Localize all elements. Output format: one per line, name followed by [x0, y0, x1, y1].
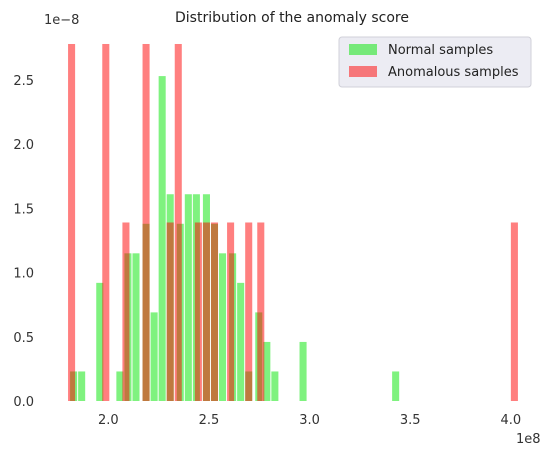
bar-anomalous-12	[511, 222, 518, 401]
y-tick-label: 0.5	[13, 331, 34, 346]
x-tick-label: 2.5	[199, 413, 220, 428]
legend: Normal samples Anomalous samples	[339, 37, 531, 87]
bar-anomalous-9	[227, 222, 234, 401]
bar-normal-1	[78, 371, 85, 401]
bar-normal-22	[300, 342, 307, 401]
bar-anomalous-8	[211, 222, 218, 401]
legend-label-anomalous: Anomalous samples	[388, 65, 519, 80]
bar-normal-15	[219, 253, 226, 401]
bar-normal-8	[159, 76, 166, 401]
x-tick-labels: 2.0 2.5 3.0 3.5 4.0	[98, 413, 521, 428]
bar-anomalous-1	[102, 44, 109, 401]
legend-label-normal: Normal samples	[388, 43, 493, 58]
bar-anomalous-3	[143, 44, 150, 401]
bar-normal-23	[392, 371, 399, 401]
bar-normal-7	[151, 312, 158, 401]
bars-layer	[68, 44, 518, 401]
bar-normal-20	[263, 342, 270, 401]
bar-normal-2	[96, 283, 103, 401]
bar-anomalous-2	[122, 222, 129, 401]
y-tick-labels: 0.0 0.5 1.0 1.5 2.0 2.5	[13, 74, 34, 410]
bar-normal-21	[271, 371, 278, 401]
y-exponent-label: 1e−8	[44, 13, 79, 28]
x-tick-label: 3.5	[400, 413, 421, 428]
chart-title: Distribution of the anomaly score	[175, 10, 409, 26]
bar-anomalous-4	[167, 222, 174, 401]
y-tick-label: 1.5	[13, 202, 34, 217]
bar-normal-3	[116, 371, 123, 401]
bar-normal-17	[237, 283, 244, 401]
y-tick-label: 2.0	[13, 138, 34, 153]
y-tick-label: 1.0	[13, 267, 34, 282]
bar-anomalous-10	[245, 222, 252, 401]
legend-swatch-anomalous	[349, 66, 377, 77]
bar-anomalous-7	[203, 222, 210, 401]
bar-normal-11	[185, 194, 192, 401]
x-tick-label: 3.0	[299, 413, 320, 428]
bar-anomalous-0	[68, 44, 75, 401]
bar-anomalous-5	[175, 44, 182, 401]
x-exponent-label: 1e8	[516, 432, 541, 447]
y-tick-label: 0.0	[13, 395, 34, 410]
bar-anomalous-11	[257, 222, 264, 401]
bar-anomalous-6	[195, 222, 202, 401]
legend-swatch-normal	[349, 44, 377, 55]
y-tick-label: 2.5	[13, 74, 34, 89]
x-tick-label: 2.0	[98, 413, 119, 428]
bar-normal-5	[132, 253, 139, 401]
x-tick-label: 4.0	[501, 413, 522, 428]
